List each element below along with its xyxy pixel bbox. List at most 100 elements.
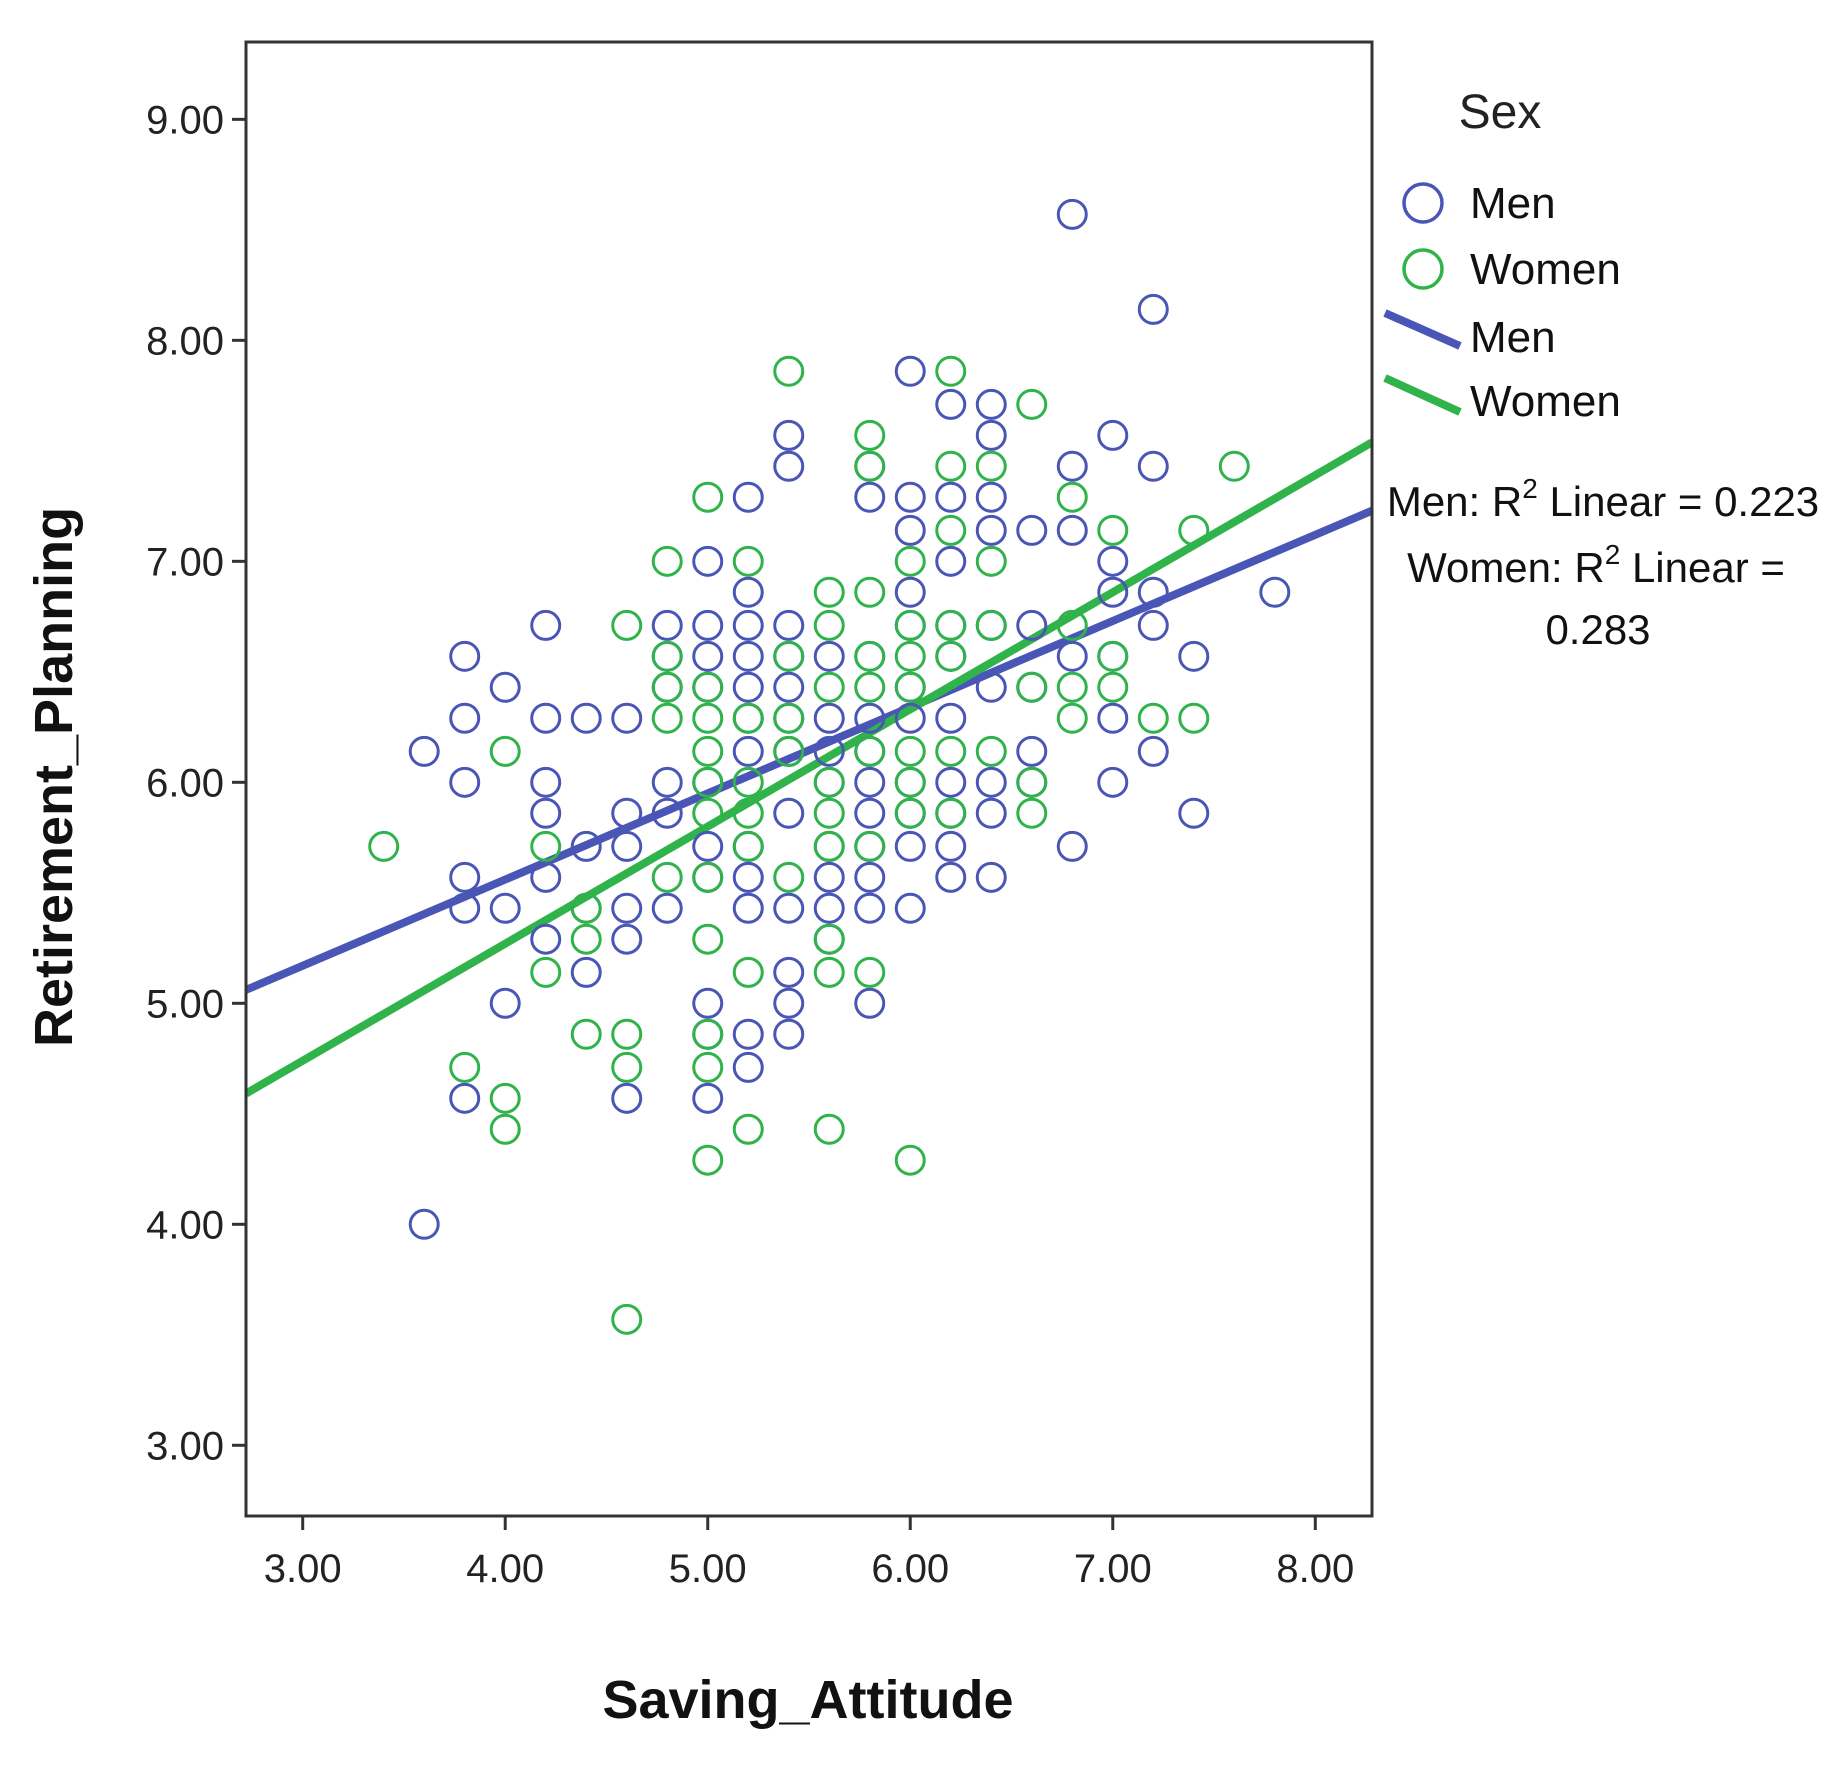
- point-men: [975, 388, 1007, 420]
- legend-men-marker-label: Men: [1470, 179, 1556, 228]
- x-tick-label: 7.00: [1074, 1547, 1152, 1591]
- point-women: [773, 640, 805, 672]
- point-men: [935, 830, 967, 862]
- point-men: [651, 766, 683, 798]
- point-women: [651, 861, 683, 893]
- point-women: [935, 640, 967, 672]
- r2-men-superscript: 2: [1522, 473, 1538, 504]
- y-tick-label: 6.00: [146, 761, 224, 805]
- point-men: [449, 892, 481, 924]
- point-men: [732, 481, 764, 513]
- point-women: [1056, 671, 1088, 703]
- legend-women-marker-label: Women: [1470, 245, 1621, 294]
- point-men: [894, 892, 926, 924]
- point-women: [813, 923, 845, 955]
- y-tick-label: 5.00: [146, 982, 224, 1026]
- point-women: [854, 640, 886, 672]
- r2-women-superscript: 2: [1605, 539, 1621, 570]
- point-men: [732, 735, 764, 767]
- point-women: [773, 355, 805, 387]
- point-women: [854, 671, 886, 703]
- point-men: [854, 766, 886, 798]
- point-men: [935, 861, 967, 893]
- legend: Sex Men Women Men Women Men: R2 Linear =…: [1383, 86, 1819, 653]
- point-men: [1056, 198, 1088, 230]
- point-men: [692, 609, 724, 641]
- point-men: [692, 830, 724, 862]
- point-women: [854, 735, 886, 767]
- point-women: [813, 1113, 845, 1145]
- point-men: [651, 797, 683, 829]
- x-tick-label: 6.00: [871, 1547, 949, 1591]
- point-women: [935, 450, 967, 482]
- point-men: [894, 702, 926, 734]
- point-men: [854, 481, 886, 513]
- point-women: [813, 576, 845, 608]
- point-men: [1137, 609, 1169, 641]
- point-men: [570, 956, 602, 988]
- point-men: [975, 671, 1007, 703]
- point-women: [935, 797, 967, 829]
- point-women: [813, 797, 845, 829]
- point-women: [1097, 671, 1129, 703]
- point-women: [732, 797, 764, 829]
- x-tick-label: 4.00: [466, 1547, 544, 1591]
- point-women: [692, 923, 724, 955]
- point-men: [611, 830, 643, 862]
- point-men: [570, 702, 602, 734]
- point-women: [894, 797, 926, 829]
- point-men: [935, 702, 967, 734]
- point-men: [1056, 450, 1088, 482]
- point-men: [1097, 576, 1129, 608]
- point-women: [773, 861, 805, 893]
- point-women: [651, 640, 683, 672]
- point-women: [894, 1144, 926, 1176]
- point-women: [530, 956, 562, 988]
- point-women: [651, 545, 683, 577]
- point-men: [975, 766, 1007, 798]
- point-men: [1097, 545, 1129, 577]
- point-women: [1016, 766, 1048, 798]
- point-men: [854, 987, 886, 1019]
- point-women: [732, 545, 764, 577]
- r2-women-value: 0.283: [1545, 606, 1650, 653]
- point-men: [732, 576, 764, 608]
- point-men: [1097, 702, 1129, 734]
- point-men: [1016, 609, 1048, 641]
- point-men: [611, 892, 643, 924]
- y-tick-label: 7.00: [146, 540, 224, 584]
- point-men: [732, 671, 764, 703]
- point-women: [894, 735, 926, 767]
- point-men: [408, 1208, 440, 1240]
- r2-men-annotation: Men: R2 Linear = 0.223: [1387, 473, 1819, 525]
- point-women: [975, 450, 1007, 482]
- point-women: [813, 766, 845, 798]
- point-men: [975, 419, 1007, 451]
- point-women: [692, 1018, 724, 1050]
- point-women: [935, 735, 967, 767]
- axes-layer: 3.00 4.00 5.00 6.00 7.00 8.00 3.00 4.00 5.00 6.00…: [146, 98, 1354, 1591]
- point-men: [975, 481, 1007, 513]
- point-women: [570, 892, 602, 924]
- point-women: [854, 576, 886, 608]
- point-women: [611, 1051, 643, 1083]
- point-men: [611, 797, 643, 829]
- point-men: [611, 702, 643, 734]
- point-women: [692, 861, 724, 893]
- y-tick-label: 4.00: [146, 1203, 224, 1247]
- point-men: [611, 923, 643, 955]
- point-men: [1056, 514, 1088, 546]
- point-men: [530, 797, 562, 829]
- point-men: [813, 892, 845, 924]
- y-tick-label: 8.00: [146, 319, 224, 363]
- point-men: [692, 1082, 724, 1114]
- point-men: [813, 702, 845, 734]
- point-women: [449, 1051, 481, 1083]
- point-women: [813, 609, 845, 641]
- point-men: [530, 609, 562, 641]
- legend-title: Sex: [1459, 86, 1542, 139]
- point-women: [894, 640, 926, 672]
- point-men: [449, 766, 481, 798]
